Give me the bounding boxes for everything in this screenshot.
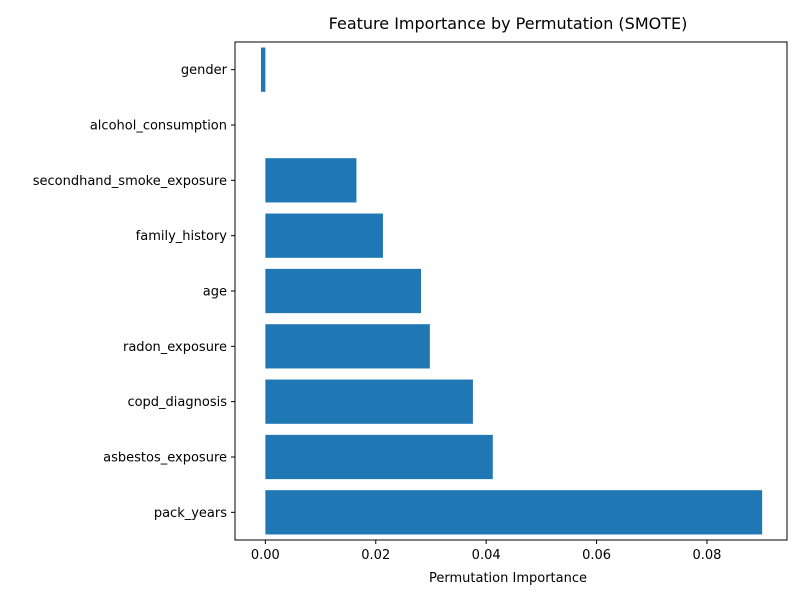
- x-tick-label: 0.00: [251, 548, 280, 563]
- x-tick-label: 0.08: [692, 548, 721, 563]
- bar-family_history: [265, 213, 383, 258]
- ticks-layer: pack_years asbestos_exposure copd_diagnosi…: [33, 63, 722, 563]
- x-tick-label: 0.04: [472, 548, 501, 563]
- y-tick-label: radon_exposure: [123, 340, 227, 355]
- bar-copd_diagnosis: [265, 379, 473, 424]
- y-tick-label: gender: [181, 63, 228, 78]
- bar-gender: [260, 47, 266, 92]
- y-tick-label: family_history: [136, 229, 228, 244]
- bar-pack_years: [265, 490, 763, 535]
- x-axis-label: Permutation Importance: [429, 571, 587, 586]
- y-tick-label: alcohol_consumption: [90, 119, 227, 134]
- x-tick-label: 0.02: [361, 548, 390, 563]
- y-tick-label: age: [203, 285, 227, 300]
- bar-asbestos_exposure: [265, 434, 493, 480]
- y-tick-label: copd_diagnosis: [127, 395, 227, 410]
- x-tick-label: 0.06: [582, 548, 611, 563]
- bars-layer: [260, 47, 763, 535]
- chart-title: Feature Importance by Permutation (SMOTE…: [329, 14, 688, 33]
- bar-radon_exposure: [265, 324, 430, 369]
- bar-age: [265, 268, 422, 314]
- y-tick-label: asbestos_exposure: [103, 451, 227, 466]
- y-tick-label: pack_years: [154, 506, 227, 521]
- bar-secondhand_smoke_exposure: [265, 158, 357, 203]
- y-tick-label: secondhand_smoke_exposure: [33, 174, 227, 189]
